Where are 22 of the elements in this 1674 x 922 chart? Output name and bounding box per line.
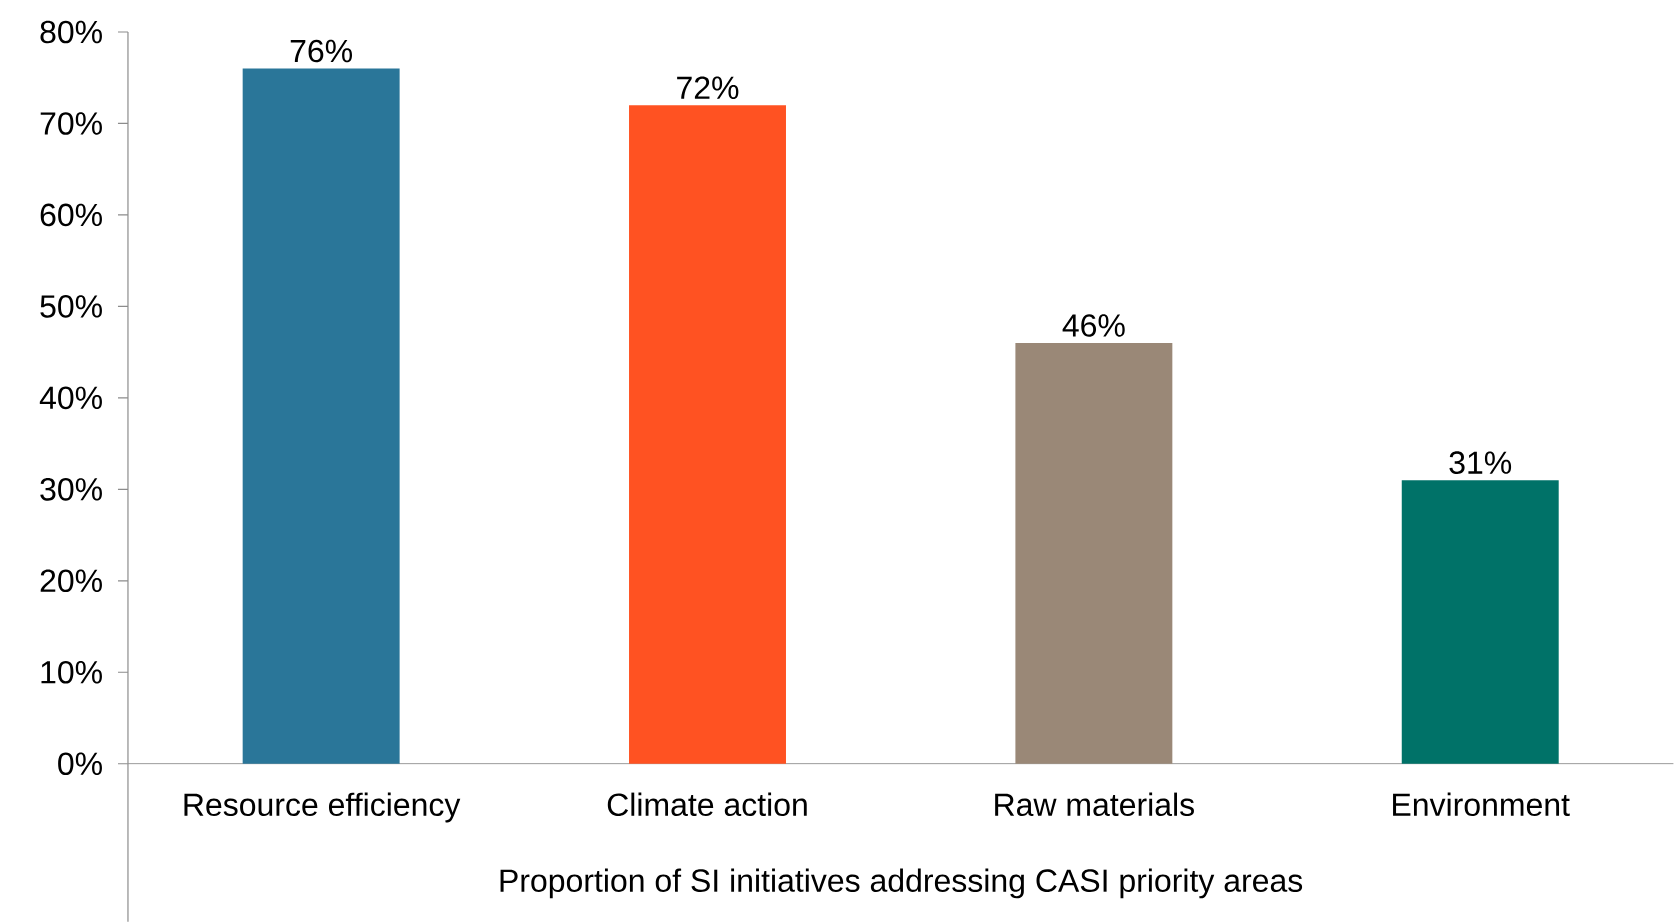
y-tick-label: 50%: [40, 294, 102, 318]
x-tick-label: Environment: [1393, 792, 1570, 816]
bar: [1401, 480, 1559, 764]
y-tick-label: 10%: [41, 660, 102, 684]
y-tick-label: 80%: [40, 20, 102, 44]
bar: [629, 105, 786, 764]
y-tick-label: 30%: [40, 477, 102, 501]
bar: [1015, 342, 1173, 764]
bar: [242, 68, 400, 764]
x-tick-label: Raw materials: [995, 792, 1194, 816]
x-axis-title: Proportion of SI initiatives addressing CASI priority areas: [500, 868, 1303, 899]
data-label: 72%: [677, 76, 739, 99]
x-tick-label: Resource efficiency: [184, 792, 461, 823]
y-tick-label: 20%: [40, 569, 102, 592]
data-label: 76%: [290, 39, 352, 63]
data-label: 46%: [1062, 314, 1125, 337]
y-tick-label: 40%: [39, 386, 102, 410]
y-tick-label: 0%: [58, 752, 102, 775]
y-tick-label: 70%: [40, 112, 102, 135]
data-label: 31%: [1449, 451, 1512, 474]
x-tick-label: Climate action: [607, 792, 807, 816]
y-tick-label: 60%: [40, 203, 102, 227]
